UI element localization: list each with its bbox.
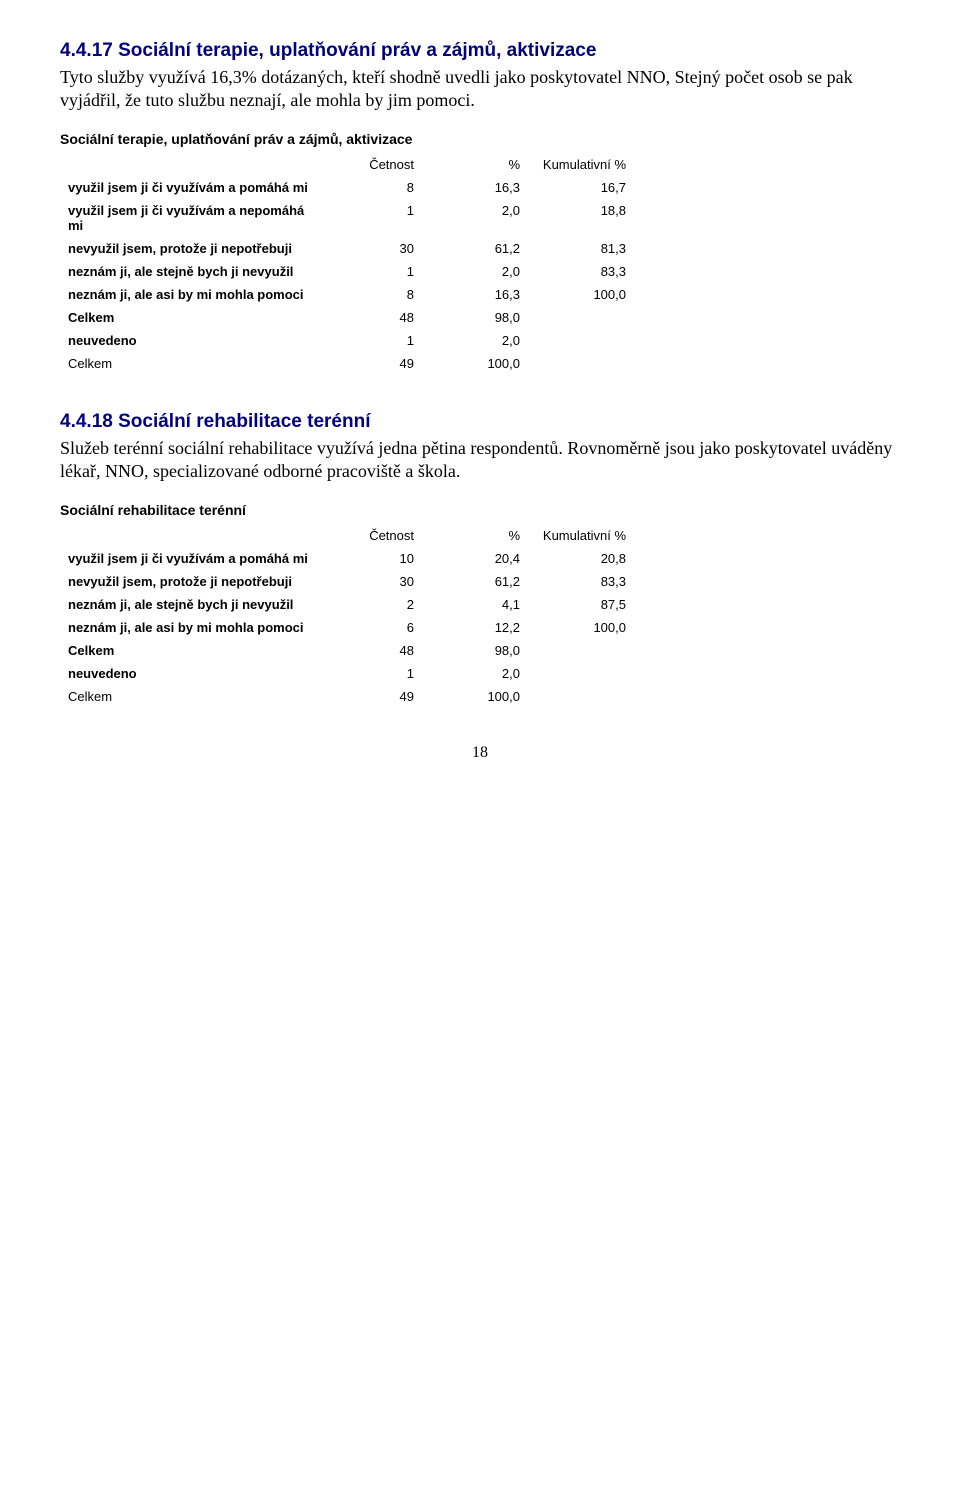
cell: 20,4 <box>422 547 528 570</box>
cell: 18,8 <box>528 199 634 237</box>
cell: 16,3 <box>422 176 528 199</box>
cell: 100,0 <box>528 283 634 306</box>
cell: 2 <box>316 593 422 616</box>
col-header: Kumulativní % <box>528 153 634 176</box>
row-label: neznám ji, ale asi by mi mohla pomoci <box>60 616 316 639</box>
cell: 12,2 <box>422 616 528 639</box>
cell: 2,0 <box>422 662 528 685</box>
cell: 16,3 <box>422 283 528 306</box>
cell <box>528 329 634 352</box>
cell: 8 <box>316 176 422 199</box>
col-header: Kumulativní % <box>528 524 634 547</box>
cell: 20,8 <box>528 547 634 570</box>
col-header: % <box>422 524 528 547</box>
section-paragraph-1: Tyto služby využívá 16,3% dotázaných, kt… <box>60 66 900 113</box>
row-label: Celkem <box>60 639 316 662</box>
cell: 83,3 <box>528 570 634 593</box>
row-label: využil jsem ji či využívám a nepomáhá mi <box>60 199 316 237</box>
section-heading-1: 4.4.17 Sociální terapie, uplatňování prá… <box>60 40 900 62</box>
table-title-2: Sociální rehabilitace terénní <box>60 502 900 518</box>
cell <box>528 306 634 329</box>
cell: 1 <box>316 260 422 283</box>
cell: 30 <box>316 237 422 260</box>
cell: 2,0 <box>422 199 528 237</box>
page-number: 18 <box>60 744 900 762</box>
cell: 49 <box>316 352 422 375</box>
cell: 30 <box>316 570 422 593</box>
row-label: Celkem <box>60 306 316 329</box>
cell: 8 <box>316 283 422 306</box>
cell: 49 <box>316 685 422 708</box>
cell: 2,0 <box>422 329 528 352</box>
col-header: % <box>422 153 528 176</box>
cell: 16,7 <box>528 176 634 199</box>
row-label: nevyužil jsem, protože ji nepotřebuji <box>60 570 316 593</box>
cell: 100,0 <box>422 685 528 708</box>
cell <box>528 352 634 375</box>
cell: 48 <box>316 639 422 662</box>
cell <box>528 639 634 662</box>
cell: 10 <box>316 547 422 570</box>
col-header: Četnost <box>316 524 422 547</box>
cell: 48 <box>316 306 422 329</box>
row-label: nevyužil jsem, protože ji nepotřebuji <box>60 237 316 260</box>
row-label: neznám ji, ale stejně bych ji nevyužil <box>60 593 316 616</box>
cell: 100,0 <box>528 616 634 639</box>
row-label-total: Celkem <box>60 352 316 375</box>
table-title-1: Sociální terapie, uplatňování práv a záj… <box>60 131 900 147</box>
cell: 98,0 <box>422 639 528 662</box>
row-label: využil jsem ji či využívám a pomáhá mi <box>60 176 316 199</box>
row-label: využil jsem ji či využívám a pomáhá mi <box>60 547 316 570</box>
row-label-total: Celkem <box>60 685 316 708</box>
cell: 4,1 <box>422 593 528 616</box>
cell <box>528 685 634 708</box>
cell: 1 <box>316 329 422 352</box>
cell: 61,2 <box>422 570 528 593</box>
row-label: neznám ji, ale stejně bych ji nevyužil <box>60 260 316 283</box>
cell: 2,0 <box>422 260 528 283</box>
cell: 1 <box>316 199 422 237</box>
table-1: Četnost % Kumulativní % využil jsem ji č… <box>60 153 634 375</box>
cell <box>528 662 634 685</box>
col-header: Četnost <box>316 153 422 176</box>
row-label: neuvedeno <box>60 662 316 685</box>
section-heading-2: 4.4.18 Sociální rehabilitace terénní <box>60 411 900 433</box>
row-label: neuvedeno <box>60 329 316 352</box>
cell: 1 <box>316 662 422 685</box>
cell: 98,0 <box>422 306 528 329</box>
cell: 87,5 <box>528 593 634 616</box>
cell: 6 <box>316 616 422 639</box>
table-2: Četnost % Kumulativní % využil jsem ji č… <box>60 524 634 708</box>
cell: 61,2 <box>422 237 528 260</box>
cell: 83,3 <box>528 260 634 283</box>
section-paragraph-2: Služeb terénní sociální rehabilitace vyu… <box>60 437 900 484</box>
cell: 81,3 <box>528 237 634 260</box>
row-label: neznám ji, ale asi by mi mohla pomoci <box>60 283 316 306</box>
cell: 100,0 <box>422 352 528 375</box>
